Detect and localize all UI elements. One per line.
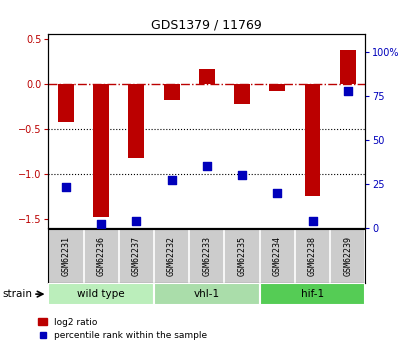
Text: GSM62236: GSM62236	[97, 236, 106, 276]
Text: GSM62237: GSM62237	[132, 236, 141, 276]
Text: GSM62238: GSM62238	[308, 236, 317, 276]
Point	[203, 164, 210, 169]
Bar	[234, 84, 250, 104]
Text: GSM62233: GSM62233	[202, 236, 211, 276]
Text: hif-1: hif-1	[301, 289, 324, 299]
Bar	[260, 283, 365, 305]
Point	[239, 172, 245, 178]
Point	[133, 218, 140, 224]
Bar	[154, 283, 260, 305]
Point	[274, 190, 281, 195]
Point	[344, 88, 351, 93]
Text: GSM62232: GSM62232	[167, 236, 176, 276]
Bar	[304, 84, 320, 196]
Point	[168, 178, 175, 183]
Bar	[129, 84, 144, 158]
Bar	[58, 84, 74, 122]
Text: GSM62235: GSM62235	[238, 236, 247, 276]
Bar	[48, 283, 154, 305]
Bar	[340, 50, 356, 84]
Title: GDS1379 / 11769: GDS1379 / 11769	[152, 19, 262, 32]
Point	[63, 185, 69, 190]
Text: strain: strain	[2, 289, 32, 299]
Point	[309, 218, 316, 224]
Bar	[93, 84, 109, 217]
Text: vhl-1: vhl-1	[194, 289, 220, 299]
Text: wild type: wild type	[77, 289, 125, 299]
Legend: log2 ratio, percentile rank within the sample: log2 ratio, percentile rank within the s…	[38, 318, 207, 341]
Bar	[199, 69, 215, 84]
Bar	[269, 84, 285, 91]
Point	[98, 221, 105, 227]
Text: GSM62234: GSM62234	[273, 236, 282, 276]
Text: GSM62239: GSM62239	[343, 236, 352, 276]
Bar	[164, 84, 179, 100]
Text: GSM62231: GSM62231	[61, 236, 71, 276]
